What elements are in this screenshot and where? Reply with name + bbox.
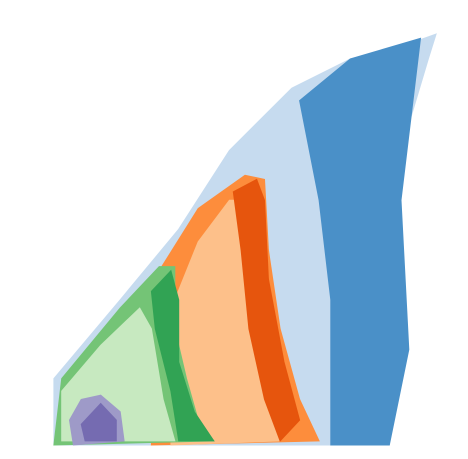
density-region bbox=[80, 402, 117, 442]
density-region bbox=[150, 269, 215, 442]
density-region bbox=[232, 178, 301, 442]
density-region bbox=[299, 37, 422, 446]
